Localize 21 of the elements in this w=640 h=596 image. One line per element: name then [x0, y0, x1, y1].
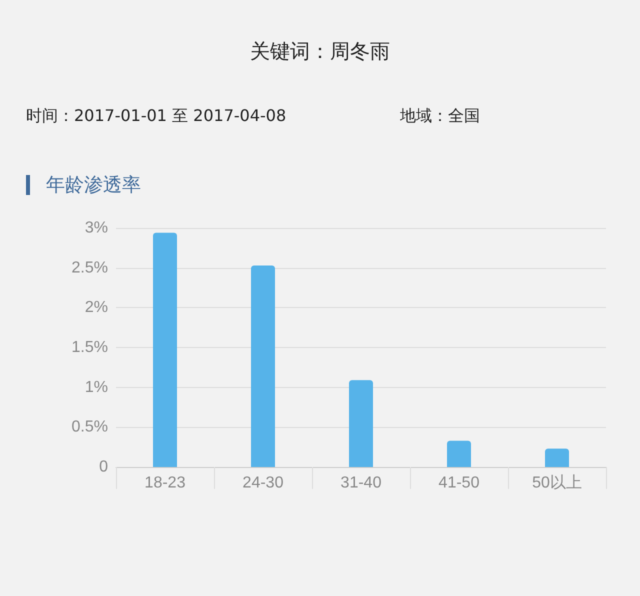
x-tick-label: 31-40	[340, 474, 382, 492]
text: 年龄渗透率	[46, 173, 141, 198]
bar	[545, 448, 569, 467]
bar	[349, 380, 373, 467]
y-tick-label: 2%	[84, 299, 108, 316]
x-tick-label: 41-50	[438, 474, 480, 492]
y-tick-label: 1%	[84, 378, 108, 396]
bar	[153, 232, 177, 467]
bar	[251, 265, 275, 467]
x-tick-label: 24-30	[242, 474, 284, 492]
x-tick-label: 50以上	[532, 474, 582, 492]
text: 地域：全国	[400, 106, 480, 127]
y-tick-label: 3%	[84, 220, 108, 236]
y-tick-label: 2.5%	[72, 259, 108, 276]
y-tick-label: 0	[99, 458, 108, 476]
bar	[447, 440, 471, 467]
y-tick-label: 1.5%	[72, 339, 108, 356]
y-tick-label: 0.5%	[72, 418, 108, 436]
x-tick-label: 18-23	[144, 474, 186, 492]
chart-subtitle: 时间：2017-01-01 至 2017-04-08	[26, 106, 286, 127]
chart-title: 关键词：周冬雨	[249, 38, 391, 65]
